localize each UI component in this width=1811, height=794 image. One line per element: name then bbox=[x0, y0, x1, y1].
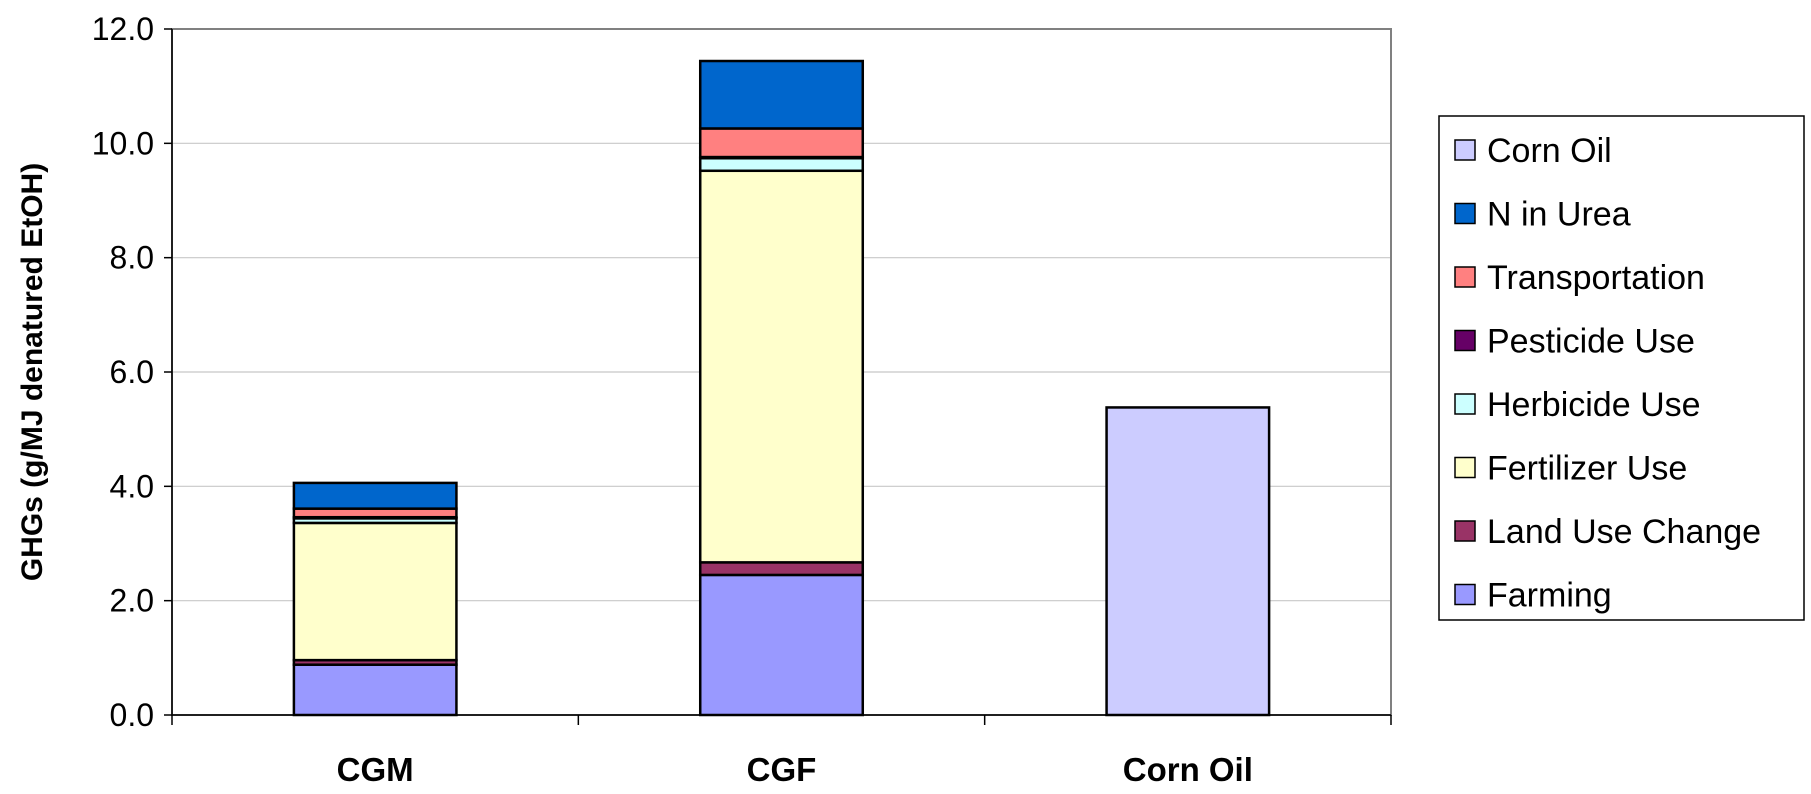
bar-segment-herbicide-use bbox=[698, 156, 865, 173]
legend: Corn Oil N in Urea Transportation Pesticide… bbox=[1438, 115, 1805, 621]
legend-label: N in Urea bbox=[1487, 196, 1631, 234]
legend-label: Farming bbox=[1487, 577, 1612, 615]
x-category-label: CGF bbox=[747, 751, 817, 788]
bar-segment-corn-oil bbox=[1105, 406, 1271, 717]
y-tick-label: 0.0 bbox=[110, 697, 154, 733]
legend-label: Land Use Change bbox=[1487, 513, 1761, 551]
legend-swatch bbox=[1454, 456, 1476, 479]
legend-box bbox=[1438, 115, 1805, 621]
legend-label: Fertilizer Use bbox=[1487, 450, 1687, 488]
legend-label: Corn Oil bbox=[1487, 132, 1612, 170]
x-category-label: CGM bbox=[337, 751, 414, 788]
y-tick-label: 12.0 bbox=[92, 11, 154, 47]
x-category-label: Corn Oil bbox=[1123, 751, 1253, 788]
legend-label: Herbicide Use bbox=[1487, 386, 1701, 424]
legend-swatch bbox=[1454, 520, 1476, 542]
bar-segment-land-use-change bbox=[698, 561, 865, 577]
legend-label: Transportation bbox=[1487, 259, 1705, 297]
bar-segment-farming bbox=[698, 573, 865, 717]
axes: 0.0 2.0 4.0 6.0 8.0 10.0 12.0 CGM CGF Corn Oil bbox=[92, 11, 1392, 788]
legend-swatch bbox=[1454, 202, 1476, 225]
y-axis-label: GHGs (g/MJ denatured EtOH) bbox=[16, 163, 49, 581]
y-tick-label: 4.0 bbox=[110, 468, 154, 504]
legend-label: Pesticide Use bbox=[1487, 323, 1695, 361]
bar-segment-fertilizer-use bbox=[698, 169, 865, 564]
bar-segment-transportation bbox=[698, 127, 865, 159]
legend-swatch bbox=[1454, 266, 1476, 288]
y-tick-label: 10.0 bbox=[92, 125, 154, 161]
bar-segment-transportation bbox=[292, 507, 458, 519]
bar-segment-fertilizer-use bbox=[292, 521, 458, 662]
bar-segment-n-in-urea bbox=[698, 59, 865, 130]
bar-segment-farming bbox=[292, 663, 458, 717]
y-tick-label: 2.0 bbox=[110, 583, 154, 619]
y-tick-label: 8.0 bbox=[110, 240, 154, 276]
legend-swatch bbox=[1454, 583, 1476, 606]
y-tick-label: 6.0 bbox=[110, 354, 154, 390]
bar-segment-n-in-urea bbox=[292, 481, 458, 510]
legend-swatch bbox=[1454, 393, 1476, 415]
legend-swatch bbox=[1454, 139, 1476, 161]
bars bbox=[292, 59, 1271, 717]
legend-swatch bbox=[1454, 329, 1476, 352]
